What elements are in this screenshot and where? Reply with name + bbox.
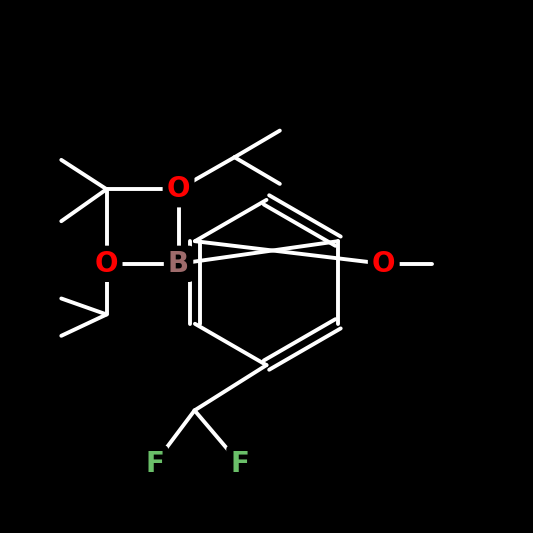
Text: F: F [145, 450, 164, 478]
Text: B: B [168, 250, 189, 278]
Text: O: O [167, 175, 190, 203]
Text: F: F [230, 450, 249, 478]
Text: O: O [372, 250, 395, 278]
Text: O: O [95, 250, 118, 278]
